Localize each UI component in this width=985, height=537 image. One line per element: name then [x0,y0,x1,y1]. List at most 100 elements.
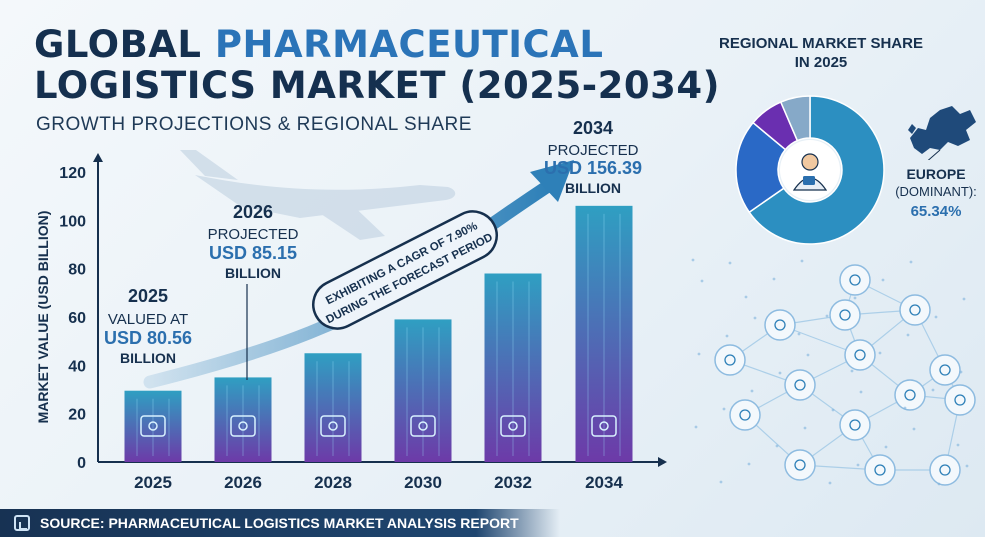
y-tick-label: 0 [77,455,86,472]
regional-title-line-2: IN 2025 [794,54,848,71]
annotation-2025-year: 2025 [128,286,168,306]
network-node-icon [954,394,966,406]
bar-2025 [124,390,182,462]
cargo-ship-icon [230,415,256,437]
x-tick-label: 2034 [585,473,623,492]
x-tick-label: 2030 [404,473,442,492]
page-subtitle: GROWTH PROJECTIONS & REGIONAL SHARE [36,114,472,135]
annotation-2026-year: 2026 [233,202,273,222]
network-dot [937,482,941,486]
europe-share-value: 65.34% [910,203,962,220]
network-dot [697,352,701,356]
bar-2030 [394,319,452,462]
network-node-icon [794,459,806,471]
y-tick-label: 20 [68,407,86,424]
network-node [784,449,816,481]
europe-landmass [910,106,976,154]
europe-label: EUROPE [906,166,966,182]
network-node-icon [849,419,861,431]
regional-title-line-1: REGIONAL MARKET SHARE [719,35,923,52]
network-node-icon [724,354,736,366]
network-dot [753,316,757,320]
annotation-2026-prefix: PROJECTED [208,226,299,243]
market-bar-chart: 0 20 40 60 80 100 120 MARKET VALUE (USD BILLION… [35,118,667,492]
donut-slice-3 [779,95,811,142]
europe-qualifier: (DOMINANT): [895,184,977,199]
network-node-icon [794,379,806,391]
network-dot [909,260,913,264]
network-dot [831,408,835,412]
regional-share-title: REGIONAL MARKET SHARE IN 2025 [690,34,952,72]
network-node [929,354,961,386]
network-dot [744,295,748,299]
y-axis-title: MARKET VALUE (USD BILLION) [35,211,51,424]
bar-2034 [575,205,633,463]
network-node-icon [904,389,916,401]
annotation-2034-value: USD 156.39 [544,158,642,178]
annotation-2025-prefix: VALUED AT [108,311,188,328]
network-dot [803,426,807,430]
network-node-icon [854,349,866,361]
annotation-2025-value: USD 80.56 [104,328,192,348]
network-dot [912,427,916,431]
y-tick-label: 120 [59,165,86,182]
annotation-2025-unit: BILLION [120,350,176,366]
y-axis-arrowhead [93,153,103,162]
network-node [714,344,746,376]
network-dot [881,278,885,282]
annotation-2034-year: 2034 [573,118,613,138]
page-title: GLOBAL PHARMACEUTICAL LOGISTICS MARKET (2… [34,24,720,106]
network-node [839,409,871,441]
freight-ship-icon [320,415,346,437]
palette-icon [410,415,436,437]
network-node [864,454,896,486]
network-node [839,264,871,296]
title-word-global: GLOBAL [34,23,202,66]
network-dot [694,425,698,429]
regional-donut-chart [735,95,885,245]
network-dot [722,407,726,411]
network-node-icon [874,464,886,476]
y-tick-label: 80 [68,262,86,279]
network-node [829,299,861,331]
europe-leader [927,149,941,160]
network-dot [853,296,857,300]
network-dot [772,277,776,281]
x-axis-arrowhead [658,457,667,467]
y-tick-label: 100 [59,213,86,230]
growth-arrow-head [530,160,574,202]
network-node [899,294,931,326]
network-dot [800,259,804,263]
delivery-truck-icon [140,415,166,437]
network-node [784,369,816,401]
network-dot [691,258,695,262]
network-node-icon [909,304,921,316]
network-node [894,379,926,411]
network-node-icon [939,464,951,476]
network-dot [850,369,854,373]
network-dot [825,314,829,318]
y-tick-label: 40 [68,358,86,375]
network-node-icon [939,364,951,376]
network-dot [906,333,910,337]
bar-2028 [304,353,362,462]
x-tick-label: 2025 [134,473,172,492]
network-dot [878,351,882,355]
network-dot [700,279,704,283]
network-dot [828,481,832,485]
chip-icon [591,415,617,437]
title-word-pharmaceutical: PHARMACEUTICAL [214,23,604,66]
network-node-icon [839,309,851,321]
network-dot [806,353,810,357]
network-dot [750,389,754,393]
network-node [729,399,761,431]
network-dot [934,315,938,319]
network-dot [747,462,751,466]
network-dot [959,370,963,374]
bar-2026 [214,377,272,462]
network-node [944,384,976,416]
annotation-2026-unit: BILLION [225,265,281,281]
network-node [929,454,961,486]
network-dot [859,390,863,394]
temperature-icon [500,415,526,437]
